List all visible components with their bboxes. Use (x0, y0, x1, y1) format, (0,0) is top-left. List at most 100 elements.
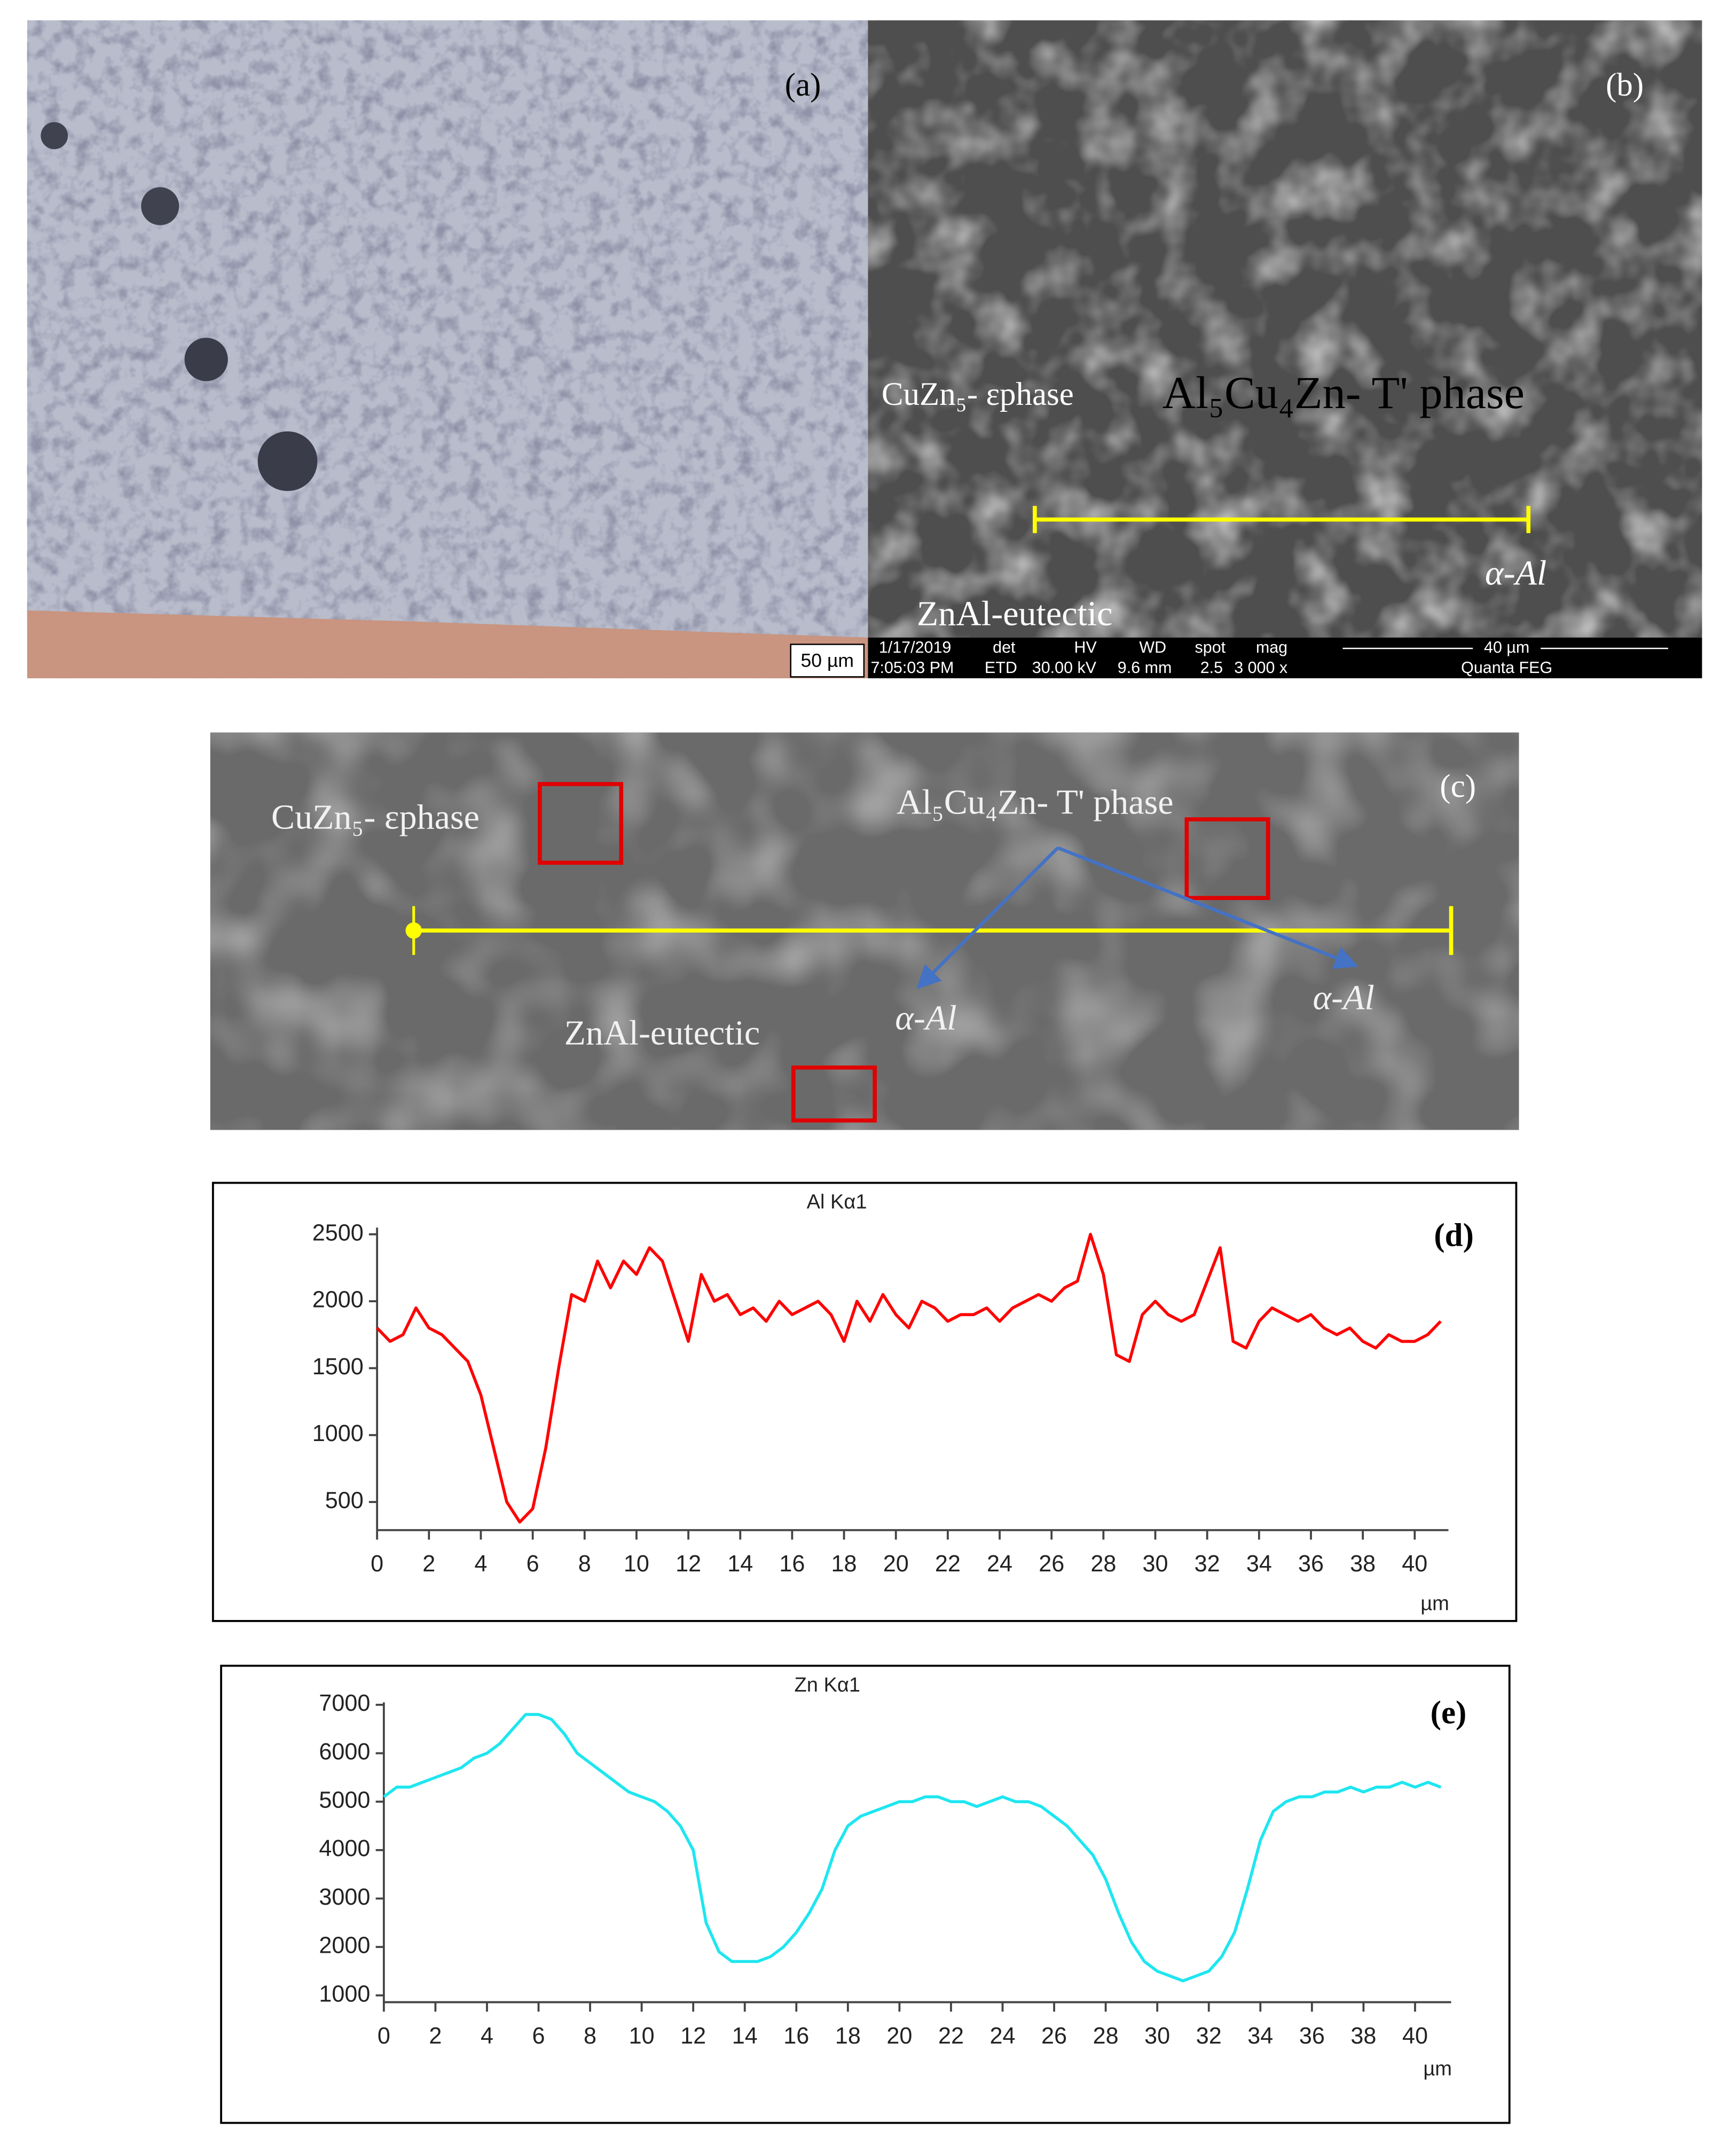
panel-label: (e) (1431, 1695, 1467, 1731)
info-text: spot (1195, 638, 1226, 656)
y-tick-label: 1500 (312, 1354, 364, 1380)
info-text: 3 000 x (1234, 659, 1287, 677)
x-tick-label: 24 (987, 1551, 1012, 1577)
info-text: ETD (985, 659, 1017, 677)
x-tick-label: 18 (835, 2023, 861, 2049)
y-tick-label: 7000 (319, 1690, 370, 1716)
x-tick-label: 0 (378, 2023, 390, 2049)
phase-label: α-Al (1485, 554, 1546, 593)
pore (41, 122, 68, 150)
phase-label: Al₅Cu₄Zn- T' phase (1162, 367, 1525, 418)
region-boxes (538, 782, 1270, 1123)
x-tick-label: 10 (624, 1551, 649, 1577)
info-text: WD (1139, 638, 1166, 656)
y-tick-label: 3000 (319, 1884, 370, 1910)
x-tick-label: 8 (584, 2023, 596, 2049)
x-tick-label: 0 (371, 1551, 383, 1577)
x-tick-label: 36 (1299, 2023, 1325, 2049)
panel-label: (c) (1440, 769, 1476, 804)
line-scan (405, 906, 1454, 955)
x-tick-label: 4 (474, 1551, 487, 1577)
x-tick-label: 26 (1041, 2023, 1067, 2049)
panel-label: (d) (1434, 1218, 1473, 1254)
x-tick-label: 12 (680, 2023, 706, 2049)
data-line (383, 1713, 1442, 1983)
y-tick-label: 6000 (319, 1739, 370, 1765)
chart-frame (220, 1664, 1511, 2124)
x-tick-label: 36 (1298, 1551, 1324, 1577)
x-tick-label: 18 (831, 1551, 857, 1577)
data-line (376, 1233, 1442, 1524)
x-tick-label: 32 (1196, 2023, 1222, 2049)
y-tick-label: 5000 (319, 1788, 370, 1813)
phase-label: α-Al (895, 999, 956, 1038)
y-tick-label: 1000 (319, 1981, 370, 2007)
y-tick-label: 500 (325, 1488, 364, 1514)
info-text: det (993, 638, 1016, 656)
x-tick-label: 30 (1144, 2023, 1170, 2049)
info-text: Quanta FEG (1461, 659, 1552, 677)
x-axis-label: µm (1420, 1592, 1449, 1615)
x-tick-label: 10 (629, 2023, 655, 2049)
x-tick-label: 2 (429, 2023, 442, 2049)
texture (868, 20, 1702, 638)
chart-title: Zn Kα1 (795, 1674, 861, 1696)
x-tick-label: 24 (990, 2023, 1016, 2049)
pore (257, 431, 318, 491)
info-text: 2.5 (1200, 659, 1223, 677)
phase-label: CuZn₅- εphase (882, 377, 1074, 412)
x-tick-label: 16 (783, 2023, 809, 2049)
x-tick-label: 6 (527, 1551, 539, 1577)
x-tick-label: 26 (1039, 1551, 1064, 1577)
x-axis-label: µm (1423, 2058, 1452, 2080)
chart-frame (211, 1181, 1518, 1622)
panel-b: (b) CuZn₅- εphase Al₅Cu₄Zn- T' phase α-A… (868, 20, 1702, 678)
substrate (27, 610, 868, 678)
phase-label: ZnAl-eutectic (564, 1013, 760, 1052)
y-tick-label: 2500 (312, 1220, 364, 1246)
x-tick-label: 38 (1350, 1551, 1376, 1577)
x-tick-label: 4 (481, 2023, 493, 2049)
x-tick-label: 34 (1246, 1551, 1272, 1577)
x-tick-label: 8 (578, 1551, 591, 1577)
info-text: 30.00 kV (1032, 659, 1097, 677)
x-tick-label: 40 (1402, 2023, 1428, 2049)
phase-label: CuZn₅- εphase (271, 798, 480, 837)
x-tick-label: 30 (1143, 1551, 1168, 1577)
x-tick-label: 28 (1090, 1551, 1116, 1577)
x-tick-label: 38 (1350, 2023, 1376, 2049)
y-tick-label: 2000 (319, 1933, 370, 1959)
info-text: 40 µm (1484, 638, 1529, 656)
pore (141, 187, 179, 225)
y-tick-label: 2000 (312, 1287, 364, 1313)
x-tick-label: 16 (779, 1551, 805, 1577)
phase-label: Al₅Cu₄Zn- T' phase (897, 783, 1174, 822)
info-text: mag (1256, 638, 1287, 656)
x-tick-label: 28 (1093, 2023, 1119, 2049)
x-tick-label: 22 (935, 1551, 961, 1577)
scale-bar-label: 50 µm (801, 650, 854, 671)
x-tick-label: 2 (422, 1551, 435, 1577)
arrows (916, 846, 1358, 990)
x-tick-label: 20 (886, 2023, 912, 2049)
x-tick-label: 20 (883, 1551, 909, 1577)
pore (184, 338, 228, 381)
texture (27, 20, 868, 678)
x-tick-label: 14 (727, 1551, 753, 1577)
y-tick-label: 1000 (312, 1421, 364, 1446)
info-text: 7:05:03 PM (871, 659, 954, 677)
info-text: HV (1074, 638, 1097, 656)
panel-a: (a) 50 µm (27, 20, 868, 678)
phase-label: ZnAl-eutectic (917, 594, 1113, 633)
x-tick-label: 22 (938, 2023, 964, 2049)
x-tick-label: 40 (1402, 1551, 1427, 1577)
x-tick-label: 32 (1195, 1551, 1220, 1577)
y-tick-label: 4000 (319, 1836, 370, 1861)
x-tick-label: 14 (732, 2023, 758, 2049)
chart-title: Al Kα1 (807, 1191, 867, 1214)
info-text: 1/17/2019 (879, 638, 952, 656)
info-bar (868, 637, 1702, 678)
x-tick-label: 34 (1247, 2023, 1273, 2049)
